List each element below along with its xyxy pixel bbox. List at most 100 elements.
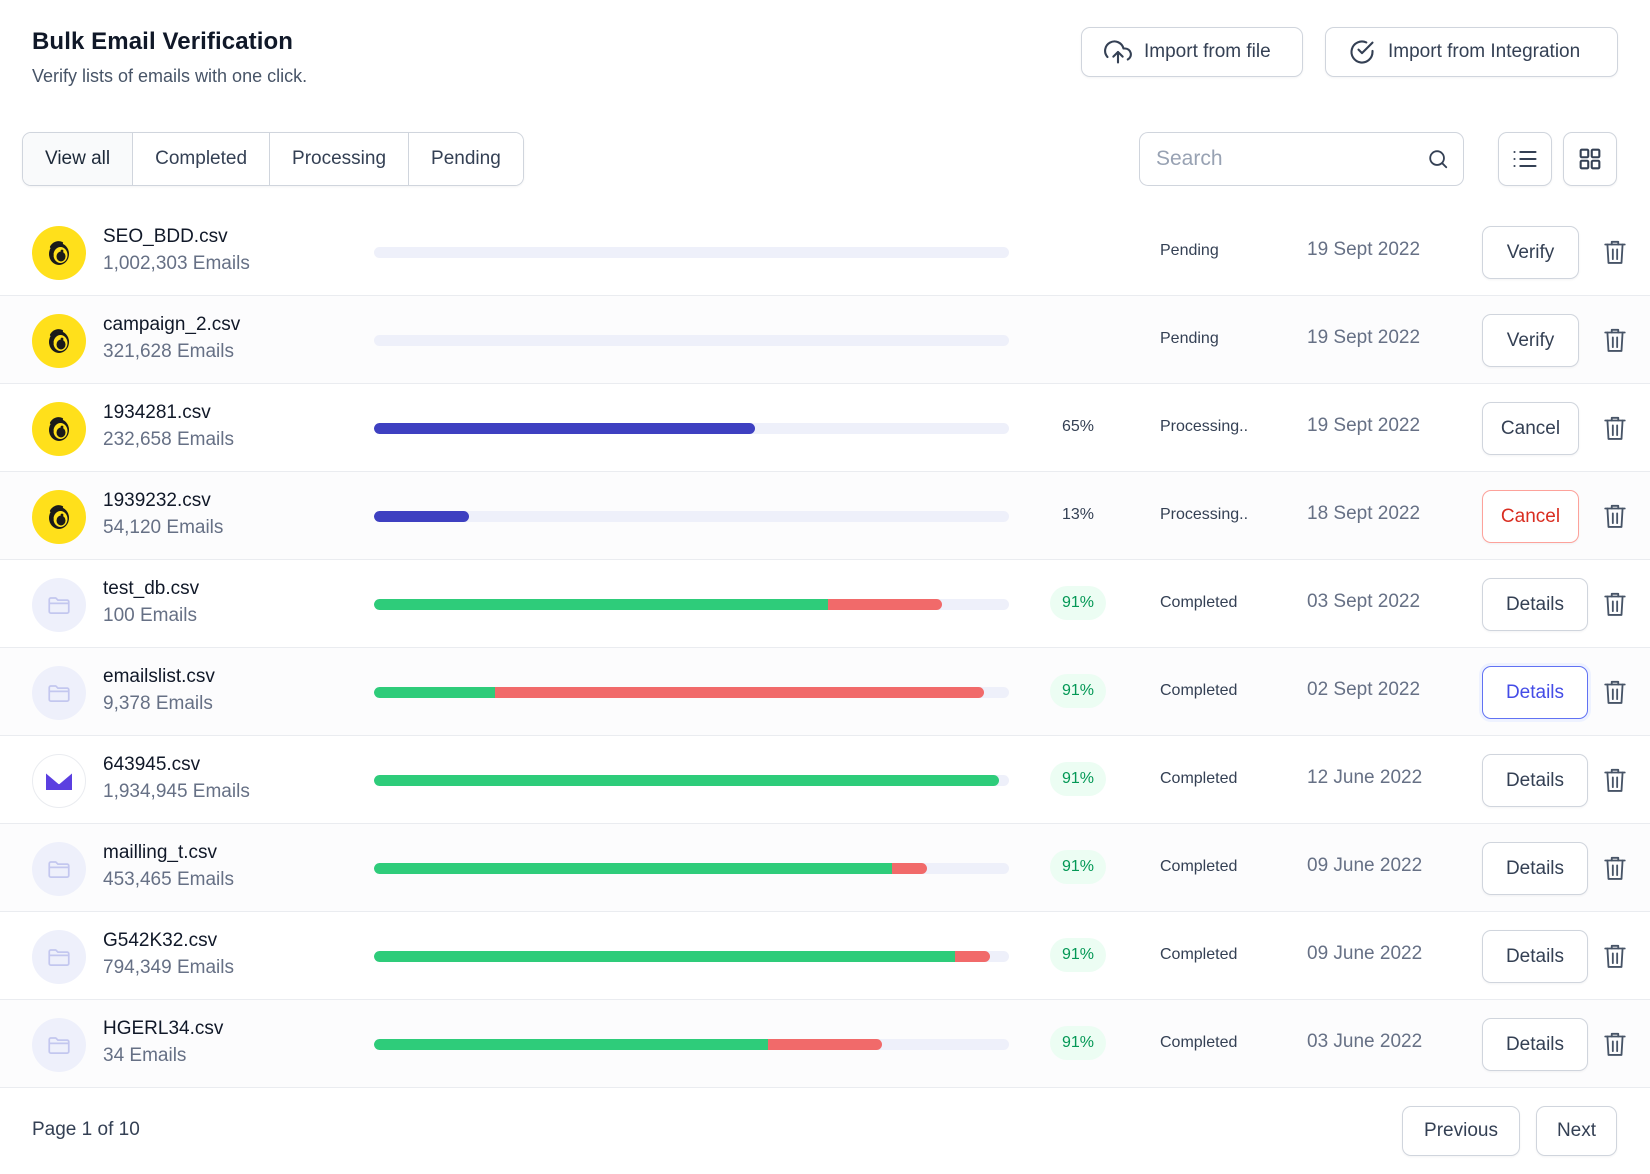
status-text: Completed — [1160, 682, 1238, 699]
email-count: 9,378 Emails — [103, 693, 213, 714]
email-count: 1,934,945 Emails — [103, 781, 250, 802]
progress-bar — [374, 775, 1009, 786]
trash-icon[interactable] — [1602, 1030, 1628, 1058]
date-text: 19 Sept 2022 — [1307, 415, 1421, 436]
date-text: 03 Sept 2022 — [1307, 591, 1421, 612]
folder-icon — [32, 666, 86, 720]
folder-icon — [32, 930, 86, 984]
mail-icon — [32, 754, 86, 808]
progress-bar — [374, 247, 1009, 258]
table-row: HGERL34.csv 34 Emails 91% Completed 03 J… — [0, 1000, 1650, 1088]
trash-icon[interactable] — [1602, 326, 1628, 354]
table-row: test_db.csv 100 Emails 91% Completed 03 … — [0, 560, 1650, 648]
trash-icon[interactable] — [1602, 414, 1628, 442]
next-page-button[interactable]: Next — [1536, 1106, 1617, 1156]
tab-completed[interactable]: Completed — [133, 133, 271, 185]
email-count: 794,349 Emails — [103, 957, 234, 978]
file-name: G542K32.csv — [103, 930, 218, 951]
trash-icon[interactable] — [1602, 238, 1628, 266]
search-box — [1139, 132, 1464, 186]
date-text: 12 June 2022 — [1307, 767, 1423, 788]
import-from-file-button[interactable]: Import from file — [1081, 27, 1303, 77]
date-text: 18 Sept 2022 — [1307, 503, 1421, 524]
status-text: Pending — [1160, 242, 1219, 259]
details-button[interactable]: Details — [1482, 578, 1588, 631]
cancel-button[interactable]: Cancel — [1482, 402, 1579, 455]
trash-icon[interactable] — [1602, 502, 1628, 530]
cancel-button[interactable]: Cancel — [1482, 490, 1579, 543]
search-input[interactable] — [1156, 147, 1427, 171]
progress-bar — [374, 335, 1009, 346]
table-row: SEO_BDD.csv 1,002,303 Emails Pending 19 … — [0, 208, 1650, 296]
trash-icon[interactable] — [1602, 678, 1628, 706]
valid-segment — [374, 775, 999, 786]
status-text: Processing.. — [1160, 418, 1249, 435]
email-count: 54,120 Emails — [103, 517, 224, 538]
table-row: 1934281.csv 232,658 Emails 65% Processin… — [0, 384, 1650, 472]
table-row: mailling_t.csv 453,465 Emails 91% Comple… — [0, 824, 1650, 912]
status-text: Pending — [1160, 330, 1219, 347]
details-button[interactable]: Details — [1482, 754, 1588, 807]
list-icon — [1513, 150, 1537, 168]
percent-badge: 91% — [1050, 938, 1107, 972]
progress-fill — [374, 511, 469, 522]
percent-badge: 91% — [1050, 586, 1107, 620]
trash-icon[interactable] — [1602, 766, 1628, 794]
progress-bar — [374, 951, 1009, 962]
folder-icon — [32, 842, 86, 896]
mailchimp-icon — [32, 402, 86, 456]
table-row: emailslist.csv 9,378 Emails 91% Complete… — [0, 648, 1650, 736]
grid-icon — [1579, 148, 1601, 170]
tab-pending[interactable]: Pending — [409, 133, 523, 185]
status-text: Processing.. — [1160, 506, 1249, 523]
verify-button[interactable]: Verify — [1482, 314, 1579, 367]
import-from-integration-label: Import from Integration — [1388, 41, 1581, 62]
details-button[interactable]: Details — [1482, 1018, 1588, 1071]
percent-badge: 91% — [1050, 1026, 1107, 1060]
date-text: 09 June 2022 — [1307, 943, 1423, 964]
invalid-segment — [955, 951, 990, 962]
progress-bar — [374, 599, 1009, 610]
tab-view-all[interactable]: View all — [23, 133, 134, 185]
file-name: 643945.csv — [103, 754, 201, 775]
file-name: emailslist.csv — [103, 666, 215, 687]
percent-badge: 65% — [1062, 418, 1095, 435]
email-count: 100 Emails — [103, 605, 197, 626]
import-from-file-label: Import from file — [1144, 41, 1271, 62]
invalid-segment — [828, 599, 942, 610]
progress-bar — [374, 863, 1009, 874]
date-text: 19 Sept 2022 — [1307, 239, 1421, 260]
file-list: SEO_BDD.csv 1,002,303 Emails Pending 19 … — [0, 208, 1650, 1088]
table-row: campaign_2.csv 321,628 Emails Pending 19… — [0, 296, 1650, 384]
previous-page-button[interactable]: Previous — [1402, 1106, 1520, 1156]
trash-icon[interactable] — [1602, 854, 1628, 882]
details-button[interactable]: Details — [1482, 666, 1588, 719]
trash-icon[interactable] — [1602, 590, 1628, 618]
progress-bar — [374, 1039, 1009, 1050]
search-icon[interactable] — [1427, 147, 1449, 171]
progress-bar — [374, 687, 1009, 698]
invalid-segment — [768, 1039, 882, 1050]
table-row: 643945.csv 1,934,945 Emails 91% Complete… — [0, 736, 1650, 824]
percent-badge: 91% — [1050, 762, 1107, 796]
email-count: 321,628 Emails — [103, 341, 234, 362]
valid-segment — [374, 687, 495, 698]
status-text: Completed — [1160, 770, 1238, 787]
status-filter-tabs: View all Completed Processing Pending — [22, 132, 524, 186]
grid-view-button[interactable] — [1563, 132, 1617, 186]
table-row: 1939232.csv 54,120 Emails 13% Processing… — [0, 472, 1650, 560]
invalid-segment — [892, 863, 927, 874]
details-button[interactable]: Details — [1482, 842, 1588, 895]
page-indicator: Page 1 of 10 — [32, 1119, 140, 1140]
progress-fill — [374, 423, 755, 434]
page-header: Bulk Email Verification Verify lists of … — [32, 28, 307, 87]
trash-icon[interactable] — [1602, 942, 1628, 970]
import-from-integration-button[interactable]: Import from Integration — [1325, 27, 1618, 77]
list-view-button[interactable] — [1498, 132, 1552, 186]
date-text: 02 Sept 2022 — [1307, 679, 1421, 700]
valid-segment — [374, 951, 955, 962]
tab-processing[interactable]: Processing — [270, 133, 410, 185]
details-button[interactable]: Details — [1482, 930, 1588, 983]
verify-button[interactable]: Verify — [1482, 226, 1579, 279]
file-name: 1939232.csv — [103, 490, 211, 511]
